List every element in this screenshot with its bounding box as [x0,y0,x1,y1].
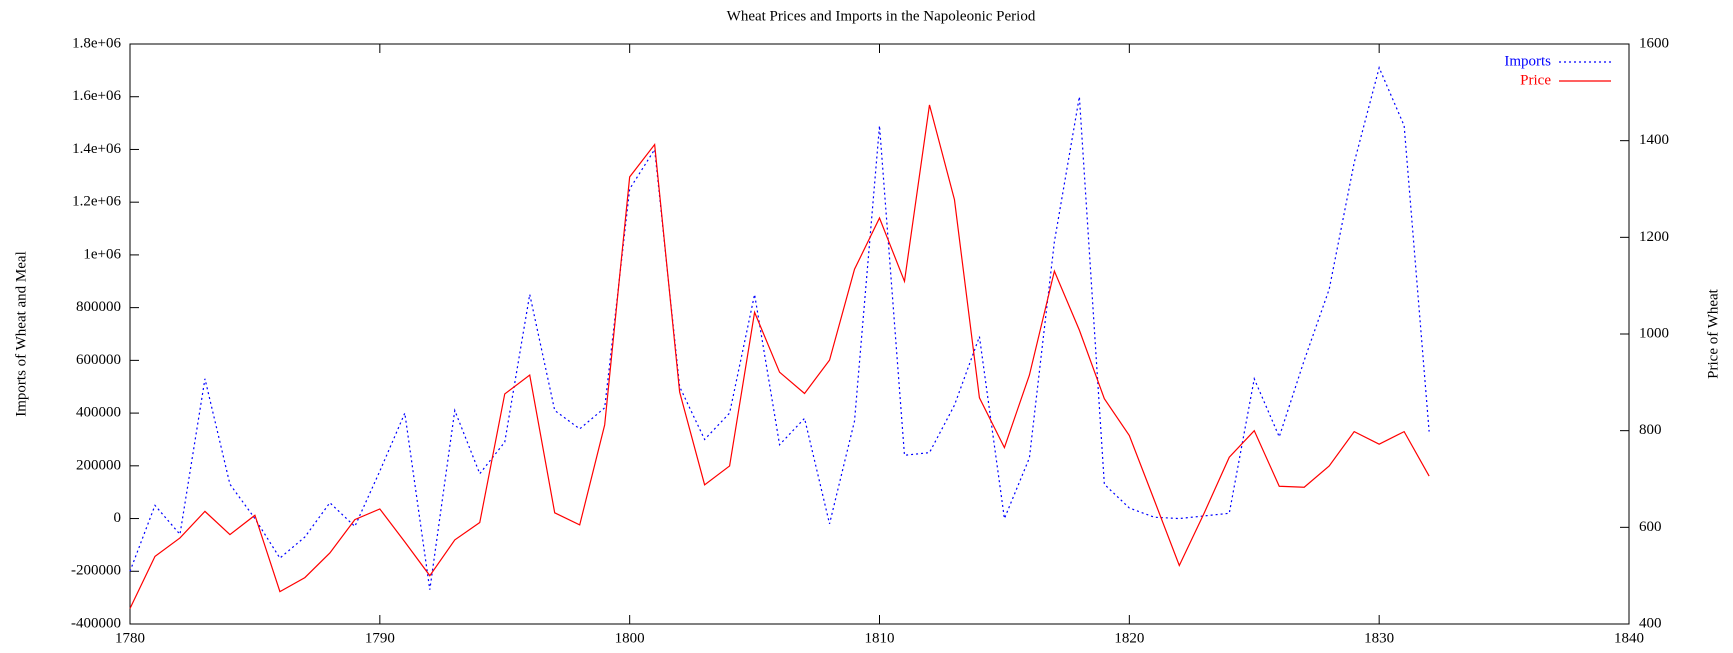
y-tick-label: 1.2e+06 [72,194,121,210]
y-axis-label: Imports of Wheat and Meal [13,251,29,417]
y-tick-label: 1.8e+06 [72,35,121,51]
y2-axis-label: Price of Wheat [1705,288,1721,379]
y-tick-label: -400000 [71,615,121,631]
y-tick-label: 1e+06 [83,246,121,262]
x-tick-label: 1780 [115,630,145,646]
chart-title: Wheat Prices and Imports in the Napoleon… [727,8,1036,24]
x-tick-label: 1830 [1364,630,1394,646]
x-tick-label: 1840 [1614,630,1644,646]
y-tick-label: 400000 [76,405,121,421]
y-tick-label: 1.6e+06 [72,88,121,104]
y-tick-label: 200000 [76,457,121,473]
y2-tick-label: 1200 [1639,229,1669,245]
y2-tick-label: 1600 [1639,35,1669,51]
y2-tick-label: 1000 [1639,325,1669,341]
series-line [129,65,1430,590]
y2-tick-label: 400 [1639,615,1662,631]
x-tick-label: 1800 [615,630,645,646]
y-tick-label: 1.4e+06 [72,141,121,157]
y2-tick-label: 800 [1639,422,1662,438]
legend-label: Imports [1504,53,1551,69]
legend-label: Price [1520,72,1551,88]
y-tick-label: 600000 [76,352,121,368]
y2-tick-label: 600 [1639,519,1662,535]
x-tick-label: 1790 [365,630,395,646]
y-tick-label: 800000 [76,299,121,315]
y2-tick-label: 1400 [1639,132,1669,148]
x-tick-label: 1820 [1114,630,1144,646]
y-tick-label: 0 [114,510,122,526]
y-tick-label: -200000 [71,563,121,579]
series-line [129,104,1430,609]
x-tick-label: 1810 [865,630,895,646]
